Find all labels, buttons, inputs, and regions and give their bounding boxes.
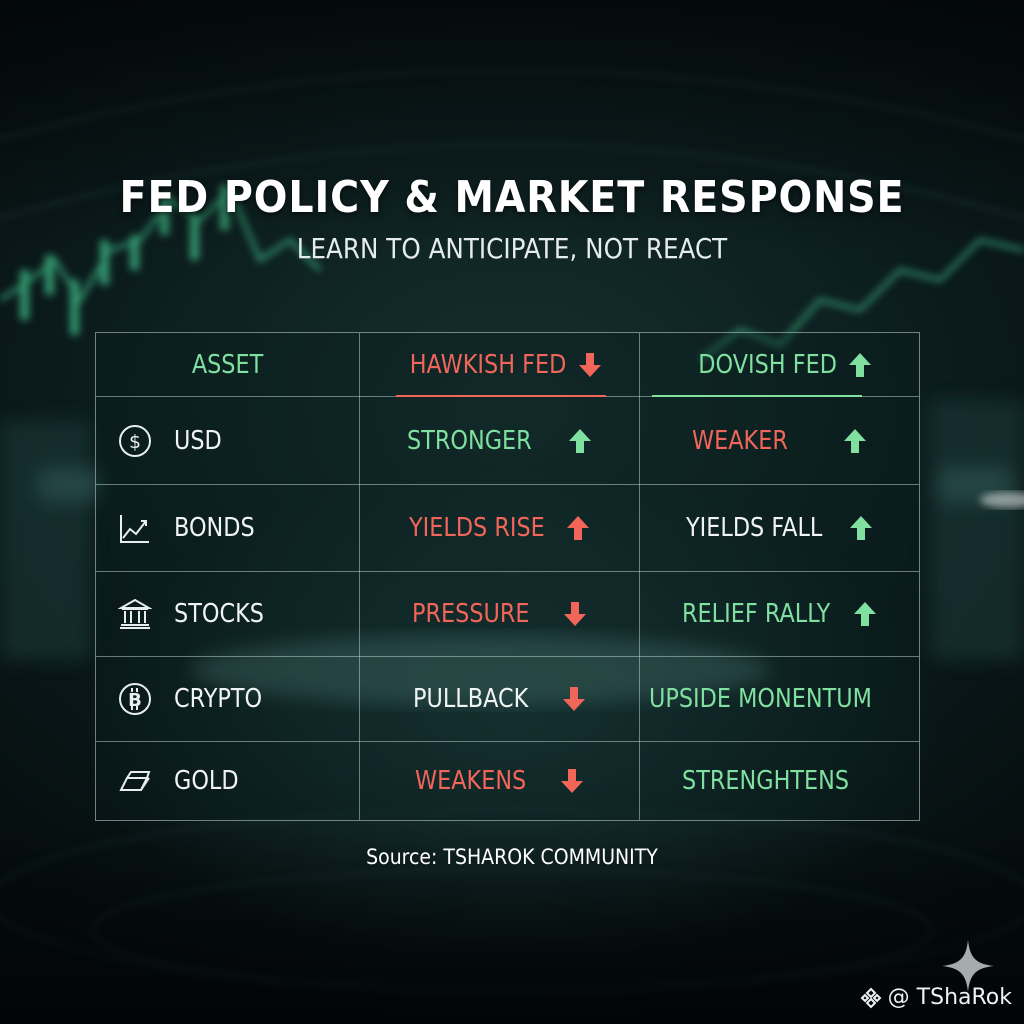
asset-name: CRYPTO bbox=[174, 684, 263, 714]
arrow-up-icon bbox=[854, 602, 877, 626]
bitcoin-icon: B bbox=[119, 683, 151, 715]
asset-cell: STOCKS bbox=[96, 572, 359, 656]
table-row: GOLD WEAKENS STRENGHTENS bbox=[96, 742, 919, 820]
table-header-row: ASSET HAWKISH FED DOVISH FED bbox=[96, 333, 919, 397]
dovish-value: STRENGHTENS bbox=[681, 766, 849, 796]
dovish-value: RELIEF RALLY bbox=[681, 599, 831, 629]
svg-text:$: $ bbox=[129, 431, 141, 453]
table-row: STOCKS PRESSURE RELIEF RALLY bbox=[96, 572, 919, 656]
source-credit: Source: TSHAROK COMMUNITY bbox=[366, 845, 658, 869]
dovish-cell: STRENGHTENS bbox=[639, 742, 919, 820]
line-chart-icon bbox=[120, 515, 149, 543]
header-hawkish-label: HAWKISH FED bbox=[409, 349, 567, 380]
asset-cell: GOLD bbox=[96, 742, 359, 820]
hawkish-cell: WEAKENS bbox=[359, 742, 639, 820]
table-row: BONDS YIELDS RISE YIELDS FALL bbox=[96, 485, 919, 571]
arrow-up-icon bbox=[568, 428, 591, 453]
gold-bar-icon bbox=[119, 771, 151, 791]
asset-cell: BONDS bbox=[96, 485, 359, 571]
asset-name: BONDS bbox=[174, 513, 255, 543]
arrow-down-icon bbox=[563, 687, 586, 711]
hawkish-value: STRONGER bbox=[407, 425, 533, 456]
hawkish-value: PRESSURE bbox=[411, 599, 530, 629]
asset-cell: B CRYPTO bbox=[96, 657, 359, 741]
header-asset: ASSET bbox=[96, 333, 359, 396]
arrow-down-icon bbox=[560, 769, 583, 793]
hawkish-value: PULLBACK bbox=[412, 684, 529, 714]
arrow-up-icon bbox=[566, 516, 589, 540]
asset-name: USD bbox=[174, 425, 222, 456]
header-dovish-label: DOVISH FED bbox=[698, 349, 838, 380]
dovish-value: YIELDS FALL bbox=[685, 513, 823, 543]
table-row: $ USD STRONGER WEAKER bbox=[96, 397, 919, 484]
watermark: @ TShaRok bbox=[860, 985, 1012, 1010]
dovish-cell: WEAKER bbox=[639, 397, 919, 484]
arrow-down-icon bbox=[564, 602, 587, 626]
asset-name: STOCKS bbox=[174, 599, 264, 629]
hawkish-cell: PULLBACK bbox=[359, 657, 639, 741]
asset-name: GOLD bbox=[174, 766, 239, 796]
watermark-handle: @ TShaRok bbox=[887, 985, 1012, 1010]
header-hawkish: HAWKISH FED bbox=[359, 333, 639, 396]
hawkish-value: WEAKENS bbox=[415, 766, 527, 796]
dovish-value: UPSIDE MONENTUM bbox=[649, 684, 873, 714]
header-asset-label: ASSET bbox=[191, 349, 264, 380]
header-dovish: DOVISH FED bbox=[639, 333, 919, 396]
hawkish-value: YIELDS RISE bbox=[409, 513, 545, 543]
asset-cell: $ USD bbox=[96, 397, 359, 484]
page-subtitle: LEARN TO ANTICIPATE, NOT REACT bbox=[296, 232, 728, 265]
dovish-cell: RELIEF RALLY bbox=[639, 572, 919, 656]
sparkle-icon bbox=[942, 940, 994, 992]
hawkish-cell: STRONGER bbox=[359, 397, 639, 484]
arrow-up-icon bbox=[843, 428, 866, 453]
dovish-value: WEAKER bbox=[692, 425, 789, 456]
dovish-cell: UPSIDE MONENTUM bbox=[639, 657, 919, 741]
arrow-up-icon bbox=[848, 352, 871, 377]
page-title: FED POLICY & MARKET RESPONSE bbox=[119, 172, 905, 223]
dovish-cell: YIELDS FALL bbox=[639, 485, 919, 571]
bank-building-icon bbox=[118, 598, 152, 629]
binance-logo-icon bbox=[860, 987, 882, 1008]
arrow-down-icon bbox=[579, 352, 602, 377]
hawkish-cell: PRESSURE bbox=[359, 572, 639, 656]
table-row: B CRYPTO PULLBACK UPSIDE MONENTUM bbox=[96, 657, 919, 741]
comparison-table: ASSET HAWKISH FED DOVISH FED $ USD STRON… bbox=[95, 332, 920, 821]
hawkish-cell: YIELDS RISE bbox=[359, 485, 639, 571]
svg-text:B: B bbox=[128, 690, 142, 711]
arrow-up-icon bbox=[850, 516, 873, 540]
dollar-coin-icon: $ bbox=[119, 424, 151, 457]
